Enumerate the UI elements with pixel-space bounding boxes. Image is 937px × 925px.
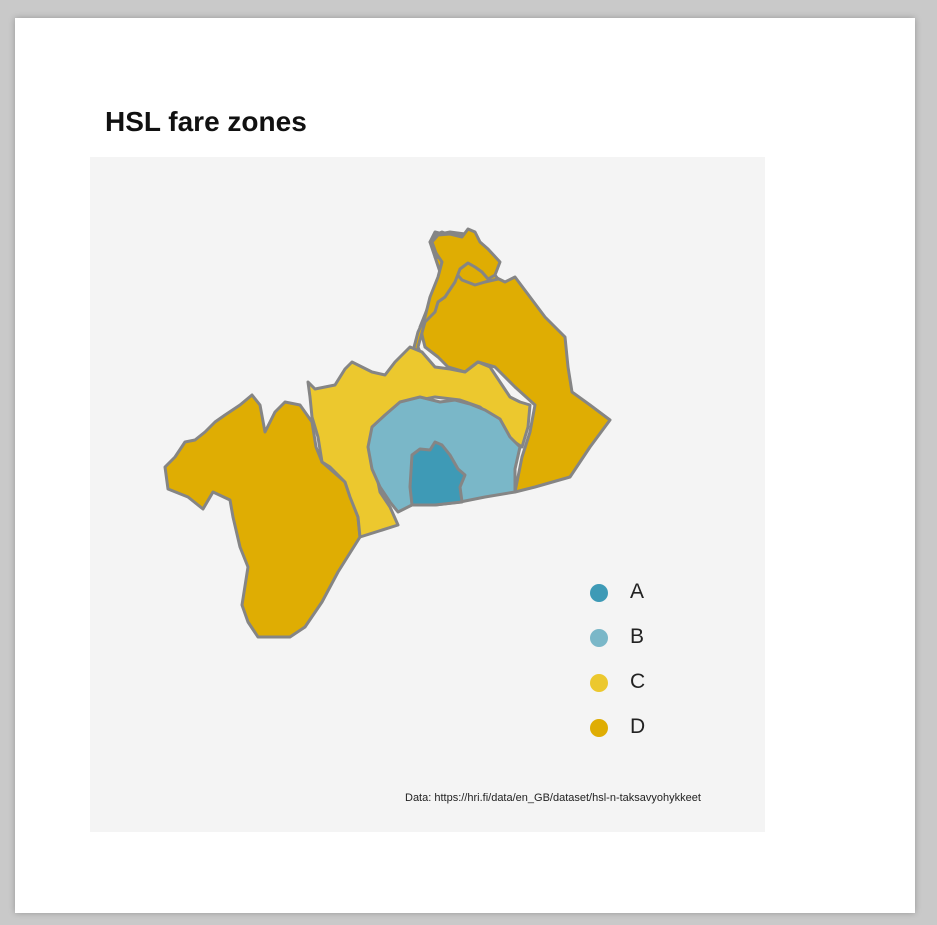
data-source-caption: Data: https://hri.fi/data/en_GB/dataset/… [405,792,701,804]
legend-swatch-c [590,674,608,692]
legend-label-c: C [630,670,646,693]
legend-item-d-row: D [590,715,690,739]
legend-swatch-d [590,719,608,737]
legend-item-b-row: B [590,625,690,649]
legend-item-a-row: A [590,580,690,604]
legend-item-c-row: C [590,670,690,694]
legend-swatch-b [590,629,608,647]
legend-label-d: D [630,715,646,738]
legend-label-b: B [630,625,645,648]
zone-d-east [418,230,612,494]
map-panel [90,157,765,832]
map-svg [163,227,612,639]
legend-swatch-a [590,584,608,602]
zone-d-finger [410,227,502,357]
map-title: HSL fare zones [105,106,307,137]
zone-a [408,440,467,507]
legend-label-a: A [630,580,645,603]
